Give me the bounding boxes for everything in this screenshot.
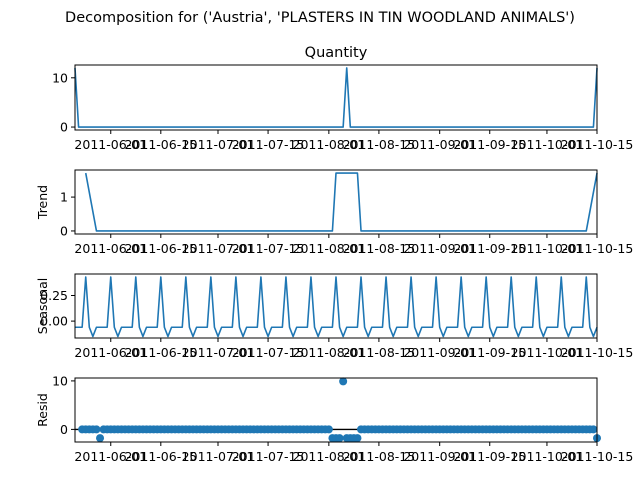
xtick-label: 2011-08-01	[293, 137, 366, 152]
panel-3-series-line	[75, 276, 598, 338]
figure-suptitle: Decomposition for ('Austria', 'PLASTERS …	[65, 10, 575, 26]
xtick-label: 2011-07-15	[232, 137, 305, 152]
xtick-label: 2011-10-01	[511, 345, 584, 360]
ytick-label: 10	[52, 70, 68, 85]
resid-point	[92, 425, 101, 434]
xtick-label: 2011-09-01	[403, 449, 476, 464]
resid-point	[96, 434, 105, 443]
xtick-label: 2011-06-01	[74, 241, 147, 256]
resid-point	[324, 425, 333, 434]
xtick-label: 2011-08-15	[343, 241, 416, 256]
panel-4-frame	[74, 377, 598, 443]
ytick-label: 1	[60, 190, 68, 205]
panels: Quantity0102011-06-012011-06-152011-07-0…	[35, 45, 633, 464]
panel-4-ylabel: Resid	[35, 393, 50, 427]
xtick-label: 2011-10-01	[511, 449, 584, 464]
xtick-label: 2011-09-01	[403, 137, 476, 152]
panel-1-title: Quantity	[305, 45, 368, 61]
xtick-label: 2011-10-15	[561, 241, 634, 256]
xtick-label: 2011-09-01	[403, 345, 476, 360]
panel-1: Quantity 0 10 2011-06-012011-06-152011-07-0…	[52, 45, 633, 152]
ytick-label: 0	[60, 422, 68, 437]
resid-point	[353, 434, 362, 443]
xtick-label: 2011-08-01	[293, 241, 366, 256]
xtick-label: 2011-06-15	[124, 449, 197, 464]
xtick-label: 2011-06-01	[74, 137, 147, 152]
xtick-label: 2011-09-15	[453, 137, 526, 152]
xtick-label: 2011-08-01	[293, 345, 366, 360]
ytick-label: 0	[60, 120, 68, 135]
ytick-label: 0	[60, 223, 68, 238]
panel-4: Resid0102011-06-012011-06-152011-07-0120…	[35, 373, 633, 464]
xtick-label: 2011-06-01	[74, 449, 147, 464]
xtick-label: 2011-07-15	[232, 449, 305, 464]
xtick-label: 2011-06-15	[124, 345, 197, 360]
xtick-label: 2011-07-01	[182, 449, 255, 464]
xtick-label: 2011-07-01	[182, 345, 255, 360]
panel-2-ylabel: Trend	[35, 185, 50, 220]
xtick-label: 2011-08-15	[343, 345, 416, 360]
panel-2-series-line	[84, 172, 598, 232]
resid-point	[335, 434, 344, 443]
xtick-label: 2011-10-01	[511, 137, 584, 152]
xtick-label: 2011-08-15	[343, 449, 416, 464]
xtick-label: 2011-09-15	[453, 241, 526, 256]
xtick-label: 2011-06-01	[74, 345, 147, 360]
ytick-label: 10	[52, 373, 68, 388]
xtick-label: 2011-07-15	[232, 345, 305, 360]
xtick-label: 2011-07-01	[182, 241, 255, 256]
ytick-label: 0.25	[40, 288, 68, 303]
xtick-label: 2011-10-01	[511, 241, 584, 256]
panel-1-series-line	[74, 67, 598, 128]
panel-3-ylabel: Seasonal	[35, 278, 50, 335]
xtick-label: 2011-09-15	[453, 345, 526, 360]
xtick-label: 2011-07-01	[182, 137, 255, 152]
xtick-label: 2011-07-15	[232, 241, 305, 256]
panel-3-frame	[74, 273, 598, 339]
xtick-label: 2011-09-01	[403, 241, 476, 256]
xtick-label: 2011-08-01	[293, 449, 366, 464]
panel-3: Seasonal0.250.002011-06-012011-06-152011…	[35, 273, 634, 360]
xtick-label: 2011-10-15	[561, 345, 634, 360]
resid-point	[339, 377, 348, 386]
xtick-label: 2011-09-15	[453, 449, 526, 464]
xtick-label: 2011-06-15	[124, 137, 197, 152]
xtick-label: 2011-08-15	[343, 137, 416, 152]
panel-2: Trend012011-06-012011-06-152011-07-01201…	[35, 169, 634, 256]
xtick-label: 2011-10-15	[561, 137, 634, 152]
panel-1-frame	[74, 64, 598, 131]
resid-point	[589, 425, 598, 434]
xtick-label: 2011-10-15	[561, 449, 634, 464]
ytick-label: 0.00	[40, 314, 68, 329]
xtick-label: 2011-06-15	[124, 241, 197, 256]
panel-2-frame	[74, 169, 598, 235]
